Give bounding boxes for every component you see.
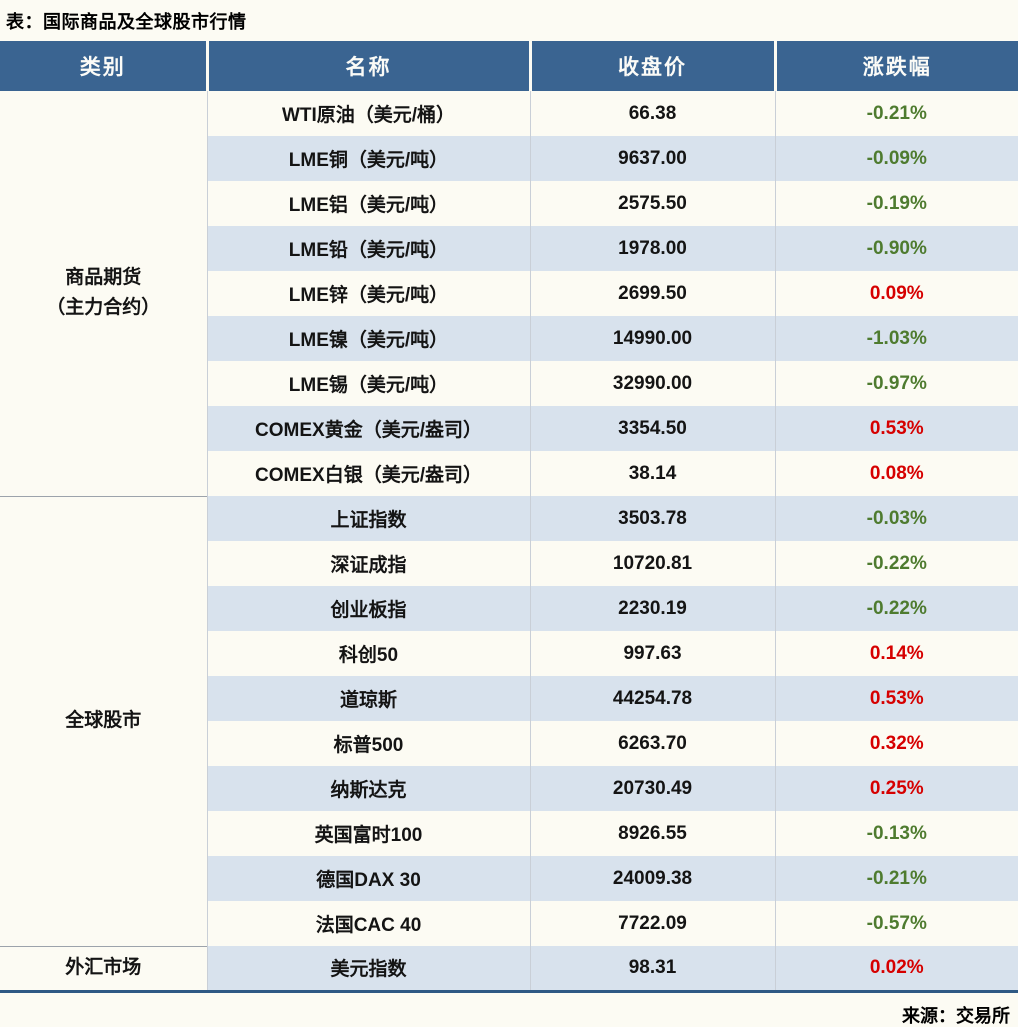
name-cell: COMEX白银（美元/盎司） bbox=[206, 451, 530, 496]
name-cell: 美元指数 bbox=[206, 946, 530, 991]
table-row: LME锡（美元/吨） 32990.00 -0.97% bbox=[0, 361, 1018, 406]
change-percent-cell: -0.21% bbox=[774, 91, 1018, 136]
name-cell: COMEX黄金（美元/盎司） bbox=[206, 406, 530, 451]
table-row: 德国DAX 30 24009.38 -0.21% bbox=[0, 856, 1018, 901]
change-percent-cell: -0.57% bbox=[774, 901, 1018, 946]
name-cell: 科创50 bbox=[206, 631, 530, 676]
table-row: 科创50 997.63 0.14% bbox=[0, 631, 1018, 676]
name-cell: 上证指数 bbox=[206, 496, 530, 541]
close-price-cell: 24009.38 bbox=[529, 856, 775, 901]
change-percent-cell: -0.09% bbox=[774, 136, 1018, 181]
table-row: 创业板指 2230.19 -0.22% bbox=[0, 586, 1018, 631]
category-cell: 外汇市场 bbox=[0, 945, 207, 991]
table-row: 标普500 6263.70 0.32% bbox=[0, 721, 1018, 766]
page-title: 表：国际商品及全球股市行情 bbox=[6, 12, 247, 32]
header-row: 类别 名称 收盘价 涨跌幅 bbox=[0, 41, 1018, 91]
name-cell: 德国DAX 30 bbox=[206, 856, 530, 901]
name-cell: 标普500 bbox=[206, 721, 530, 766]
category-cell: 全球股市 bbox=[0, 495, 207, 946]
column-header-category: 类别 bbox=[0, 41, 207, 91]
change-percent-cell: -0.22% bbox=[774, 541, 1018, 586]
name-cell: LME镍（美元/吨） bbox=[206, 316, 530, 361]
name-cell: LME铝（美元/吨） bbox=[206, 181, 530, 226]
table-header: 类别 名称 收盘价 涨跌幅 bbox=[0, 41, 1018, 91]
change-percent-cell: 0.25% bbox=[774, 766, 1018, 811]
close-price-cell: 2699.50 bbox=[529, 271, 775, 316]
name-cell: 深证成指 bbox=[206, 541, 530, 586]
table-row: 法国CAC 40 7722.09 -0.57% bbox=[0, 901, 1018, 946]
name-cell: 道琼斯 bbox=[206, 676, 530, 721]
change-percent-cell: 0.14% bbox=[774, 631, 1018, 676]
change-percent-cell: -0.19% bbox=[774, 181, 1018, 226]
name-cell: WTI原油（美元/桶） bbox=[206, 91, 530, 136]
table-row: LME铅（美元/吨） 1978.00 -0.90% bbox=[0, 226, 1018, 271]
close-price-cell: 3503.78 bbox=[529, 496, 775, 541]
close-price-cell: 7722.09 bbox=[529, 901, 775, 946]
table-body: 商品期货 （主力合约） WTI原油（美元/桶） 66.38 -0.21% LME铜（美元… bbox=[0, 91, 1018, 991]
name-cell: LME铅（美元/吨） bbox=[206, 226, 530, 271]
close-price-cell: 98.31 bbox=[529, 946, 775, 991]
table-row: 道琼斯 44254.78 0.53% bbox=[0, 676, 1018, 721]
close-price-cell: 9637.00 bbox=[529, 136, 775, 181]
close-price-cell: 2230.19 bbox=[529, 586, 775, 631]
close-price-cell: 20730.49 bbox=[529, 766, 775, 811]
table-row: COMEX黄金（美元/盎司） 3354.50 0.53% bbox=[0, 406, 1018, 451]
close-price-cell: 8926.55 bbox=[529, 811, 775, 856]
table-row: LME锌（美元/吨） 2699.50 0.09% bbox=[0, 271, 1018, 316]
change-percent-cell: -0.97% bbox=[774, 361, 1018, 406]
change-percent-cell: 0.02% bbox=[774, 946, 1018, 991]
close-price-cell: 3354.50 bbox=[529, 406, 775, 451]
table-row: 商品期货 （主力合约） WTI原油（美元/桶） 66.38 -0.21% bbox=[0, 91, 1018, 496]
name-cell: LME铜（美元/吨） bbox=[206, 136, 530, 181]
change-percent-cell: -0.21% bbox=[774, 856, 1018, 901]
table-row: 外汇市场 美元指数 98.31 0.02% bbox=[0, 945, 1018, 991]
table-row: 纳斯达克 20730.49 0.25% bbox=[0, 766, 1018, 811]
column-header-change: 涨跌幅 bbox=[773, 41, 1018, 91]
close-price-cell: 38.14 bbox=[529, 451, 775, 496]
change-percent-cell: 0.09% bbox=[774, 271, 1018, 316]
close-price-cell: 1978.00 bbox=[529, 226, 775, 271]
change-percent-cell: -0.22% bbox=[774, 586, 1018, 631]
table-row: LME镍（美元/吨） 14990.00 -1.03% bbox=[0, 316, 1018, 361]
table-row: 深证成指 10720.81 -0.22% bbox=[0, 541, 1018, 586]
table-row: 全球股市 上证指数 3503.78 -0.03% bbox=[0, 495, 1018, 946]
name-cell: LME锡（美元/吨） bbox=[206, 361, 530, 406]
name-cell: 英国富时100 bbox=[206, 811, 530, 856]
close-price-cell: 6263.70 bbox=[529, 721, 775, 766]
change-percent-cell: 0.32% bbox=[774, 721, 1018, 766]
close-price-cell: 2575.50 bbox=[529, 181, 775, 226]
close-price-cell: 32990.00 bbox=[529, 361, 775, 406]
table-row: 英国富时100 8926.55 -0.13% bbox=[0, 811, 1018, 856]
change-percent-cell: -1.03% bbox=[774, 316, 1018, 361]
name-cell: 纳斯达克 bbox=[206, 766, 530, 811]
category-cell: 商品期货 （主力合约） bbox=[0, 91, 207, 496]
name-cell: 创业板指 bbox=[206, 586, 530, 631]
source-note: 来源：交易所 bbox=[902, 1005, 1010, 1026]
change-percent-cell: -0.03% bbox=[774, 496, 1018, 541]
close-price-cell: 997.63 bbox=[529, 631, 775, 676]
change-percent-cell: 0.08% bbox=[774, 451, 1018, 496]
close-price-cell: 44254.78 bbox=[529, 676, 775, 721]
table-row: LME铝（美元/吨） 2575.50 -0.19% bbox=[0, 181, 1018, 226]
close-price-cell: 66.38 bbox=[529, 91, 775, 136]
column-header-name: 名称 bbox=[205, 41, 530, 91]
change-percent-cell: 0.53% bbox=[774, 406, 1018, 451]
name-cell: LME锌（美元/吨） bbox=[206, 271, 530, 316]
table-row: COMEX白银（美元/盎司） 38.14 0.08% bbox=[0, 451, 1018, 496]
table-row: LME铜（美元/吨） 9637.00 -0.09% bbox=[0, 136, 1018, 181]
change-percent-cell: -0.13% bbox=[774, 811, 1018, 856]
market-table: 类别 名称 收盘价 涨跌幅 商品期货 （主力合约） WTI原油（美元/桶） 66.3… bbox=[0, 41, 1018, 993]
close-price-cell: 10720.81 bbox=[529, 541, 775, 586]
change-percent-cell: -0.90% bbox=[774, 226, 1018, 271]
close-price-cell: 14990.00 bbox=[529, 316, 775, 361]
change-percent-cell: 0.53% bbox=[774, 676, 1018, 721]
name-cell: 法国CAC 40 bbox=[206, 901, 530, 946]
column-header-close: 收盘价 bbox=[528, 41, 775, 91]
